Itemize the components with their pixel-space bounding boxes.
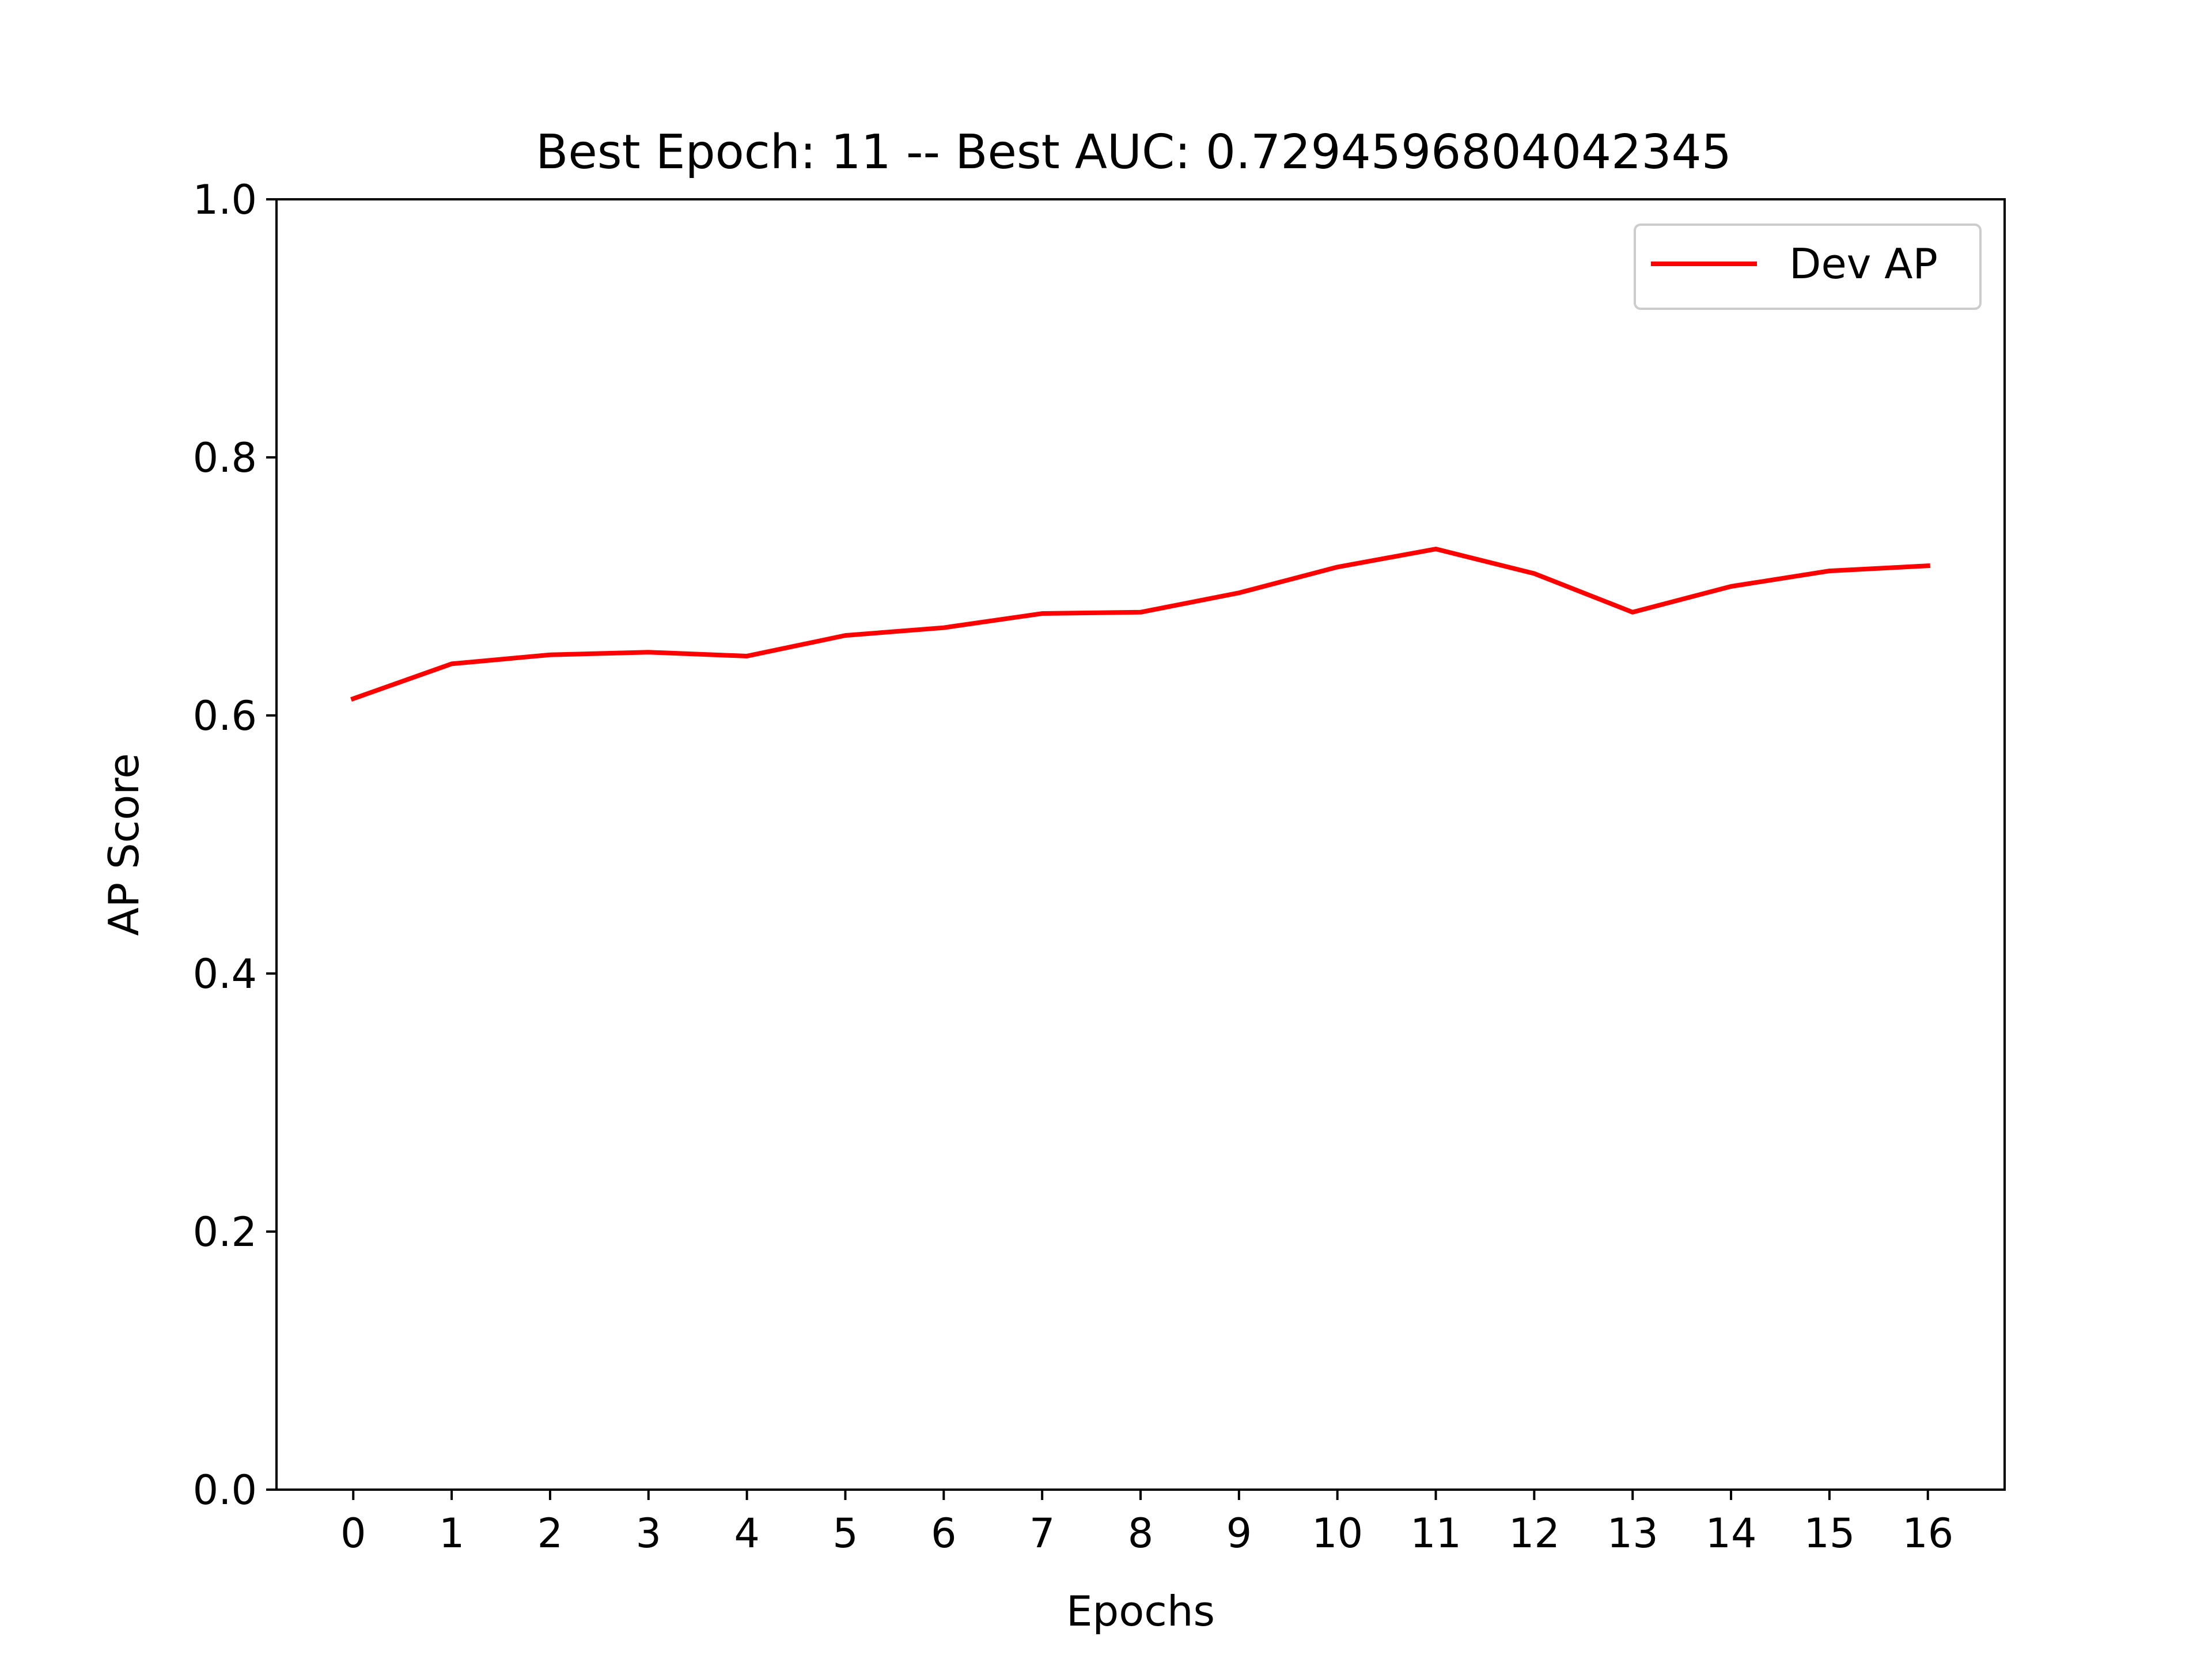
chart-title: Best Epoch: 11 -- Best AUC: 0.7294596804… (536, 125, 1732, 180)
x-tick-label: 9 (1226, 1510, 1252, 1557)
x-tick-label: 12 (1509, 1510, 1560, 1557)
x-tick-label: 11 (1410, 1510, 1461, 1557)
x-tick-label: 14 (1706, 1510, 1757, 1557)
data-point (845, 635, 846, 636)
x-tick-label: 10 (1312, 1510, 1363, 1557)
data-point (1435, 549, 1436, 550)
x-tick-label: 6 (931, 1510, 957, 1557)
legend-label-dev-ap: Dev AP (1789, 240, 1938, 288)
x-tick-label: 15 (1804, 1510, 1855, 1557)
y-tick-label: 0.0 (193, 1467, 257, 1514)
plot-frame (275, 198, 2006, 1491)
x-tick-label: 7 (1029, 1510, 1055, 1557)
plot-marks: 0 1 2 3 4 5 6 7 8 9 10 11 12 13 14 15 160.00.20.40.60.81… (193, 176, 1954, 1557)
x-tick-label: 13 (1607, 1510, 1658, 1557)
y-tick-label: 0.2 (193, 1209, 257, 1256)
x-tick-label: 4 (734, 1510, 760, 1557)
data-point (1042, 613, 1043, 614)
data-point (648, 652, 649, 653)
data-point (353, 698, 354, 699)
y-tick-label: 0.4 (193, 950, 257, 998)
x-tick-label: 2 (537, 1510, 563, 1557)
y-tick-label: 0.6 (193, 692, 257, 740)
y-tick-label: 1.0 (193, 176, 257, 224)
x-tick-label: 0 (340, 1510, 366, 1557)
data-point (1731, 586, 1732, 587)
x-tick-label: 5 (832, 1510, 858, 1557)
x-tick-label: 3 (636, 1510, 662, 1557)
series-line-dev-ap (350, 547, 1930, 702)
legend: Dev AP (1634, 224, 1982, 310)
x-tick-label: 16 (1902, 1510, 1953, 1557)
legend-box (1634, 224, 1982, 310)
x-tick-label: 8 (1128, 1510, 1154, 1557)
data-point (1534, 573, 1535, 574)
y-tick-label: 0.8 (193, 434, 257, 482)
y-axis-label: AP Score (100, 753, 148, 935)
x-axis-label: Epochs (1066, 1587, 1215, 1635)
x-tick-label: 1 (439, 1510, 465, 1557)
